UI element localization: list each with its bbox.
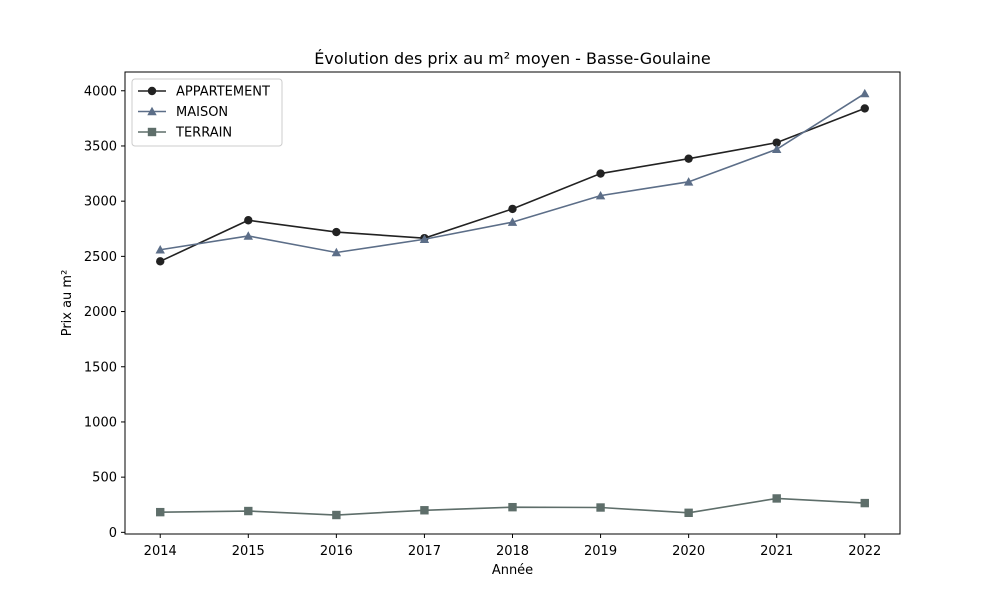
x-tick-label: 2017	[408, 544, 441, 559]
data-point	[507, 217, 518, 226]
data-point	[595, 190, 606, 200]
y-tick-label: 1500	[84, 360, 117, 375]
data-point	[156, 257, 165, 266]
data-point	[860, 498, 869, 508]
data-point	[244, 216, 253, 225]
data-point	[684, 154, 693, 163]
data-point	[332, 227, 341, 237]
y-tick-label: 3000	[84, 195, 117, 210]
data-point	[419, 234, 430, 244]
series-terrain	[156, 494, 869, 520]
legend-label: APPARTEMENT	[176, 85, 270, 100]
x-axis-label: Année	[492, 563, 533, 578]
data-point	[420, 506, 429, 515]
series-maison	[155, 88, 870, 257]
legend-marker	[147, 86, 157, 96]
data-point	[155, 245, 165, 254]
data-point	[772, 144, 782, 154]
data-point	[772, 138, 781, 147]
y-axis: 0 500 1000 1500 2000 2500 3000 3500 4000	[84, 84, 125, 541]
x-tick-label: 2021	[760, 544, 793, 559]
y-tick-label: 2000	[84, 305, 117, 320]
data-point	[332, 510, 341, 520]
data-point	[684, 508, 693, 518]
legend-marker	[147, 127, 157, 137]
data-point	[596, 169, 605, 178]
chart-title: Évolution des prix au m² moyen - Basse-G…	[314, 49, 710, 68]
x-tick-label: 2018	[496, 544, 529, 559]
y-tick-label: 0	[109, 526, 117, 541]
data-point	[508, 204, 517, 214]
x-axis: 2014 2015 2016 2017 2018 2019 2020 2021 2022	[144, 534, 881, 559]
x-tick-label: 2020	[672, 544, 705, 559]
data-point	[243, 231, 253, 240]
series-group	[155, 88, 870, 520]
y-tick-label: 500	[92, 471, 117, 486]
y-tick-label: 4000	[84, 84, 117, 99]
data-point	[596, 503, 605, 512]
series-appartement	[156, 104, 869, 266]
data-point	[860, 104, 869, 113]
legend-item-appartement: APPARTEMENT	[138, 85, 270, 100]
x-tick-label: 2015	[232, 544, 265, 559]
y-tick-label: 3500	[84, 139, 117, 154]
x-tick-label: 2022	[848, 544, 881, 559]
y-axis-label: Prix au m²	[60, 270, 75, 337]
legend-label: TERRAIN	[175, 126, 232, 141]
data-point	[772, 494, 781, 503]
data-point	[860, 88, 870, 98]
data-point	[244, 506, 253, 516]
x-tick-label: 2016	[320, 544, 353, 559]
legend-label: MAISON	[176, 105, 228, 120]
data-point	[508, 502, 517, 512]
legend-item-maison: MAISON	[138, 105, 228, 120]
x-tick-label: 2014	[144, 544, 177, 559]
y-tick-label: 1000	[84, 415, 117, 430]
legend-marker	[147, 106, 157, 116]
legend-item-terrain: TERRAIN	[138, 126, 232, 141]
y-tick-label: 2500	[84, 250, 117, 265]
x-tick-label: 2019	[584, 544, 617, 559]
data-point	[683, 177, 694, 186]
data-point	[156, 507, 165, 517]
legend: APPARTEMENT MAISON TERRAIN	[131, 78, 283, 147]
legend-box	[131, 78, 283, 147]
data-point	[331, 247, 342, 257]
